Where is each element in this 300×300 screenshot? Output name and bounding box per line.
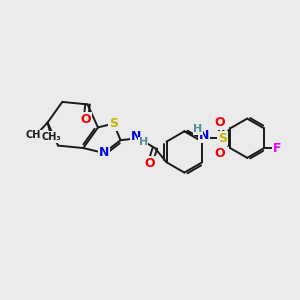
Text: CH₃: CH₃ [42,132,61,142]
Text: F: F [273,142,281,154]
Text: N: N [131,130,141,143]
Text: O: O [214,116,225,129]
Text: H: H [194,124,203,134]
Text: N: N [199,129,209,142]
Text: S: S [109,117,118,130]
Text: O: O [214,147,225,161]
Text: S: S [218,132,227,145]
Text: O: O [81,112,92,125]
Text: CH₃: CH₃ [26,130,46,140]
Text: H: H [139,137,148,147]
Text: O: O [145,157,155,170]
Text: N: N [99,146,109,159]
